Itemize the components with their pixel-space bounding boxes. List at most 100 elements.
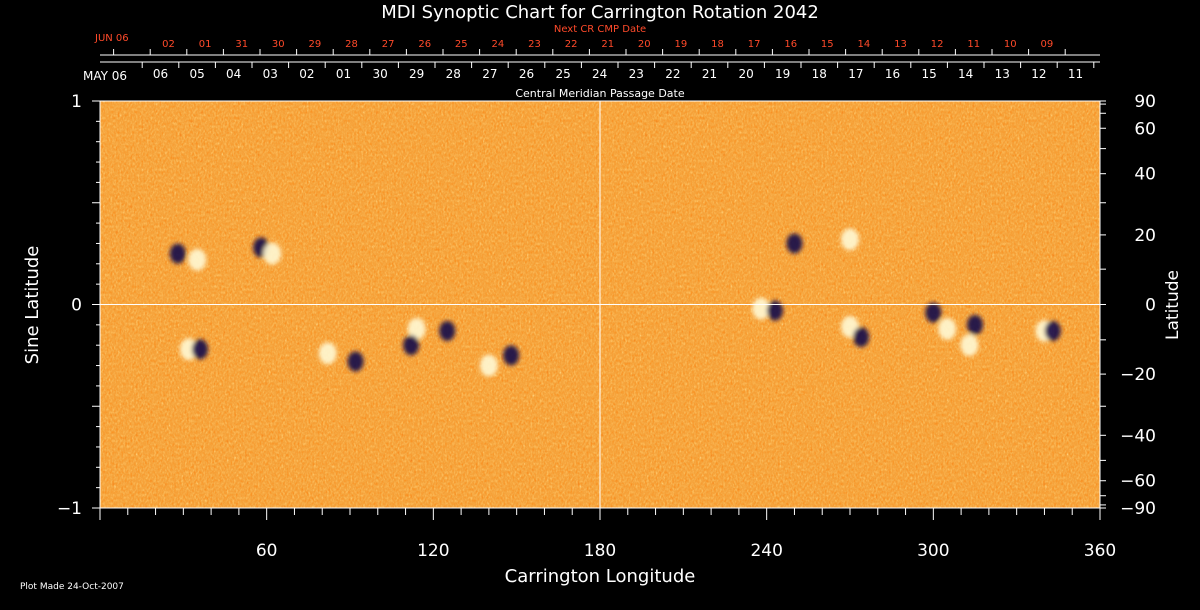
cmp-date-label: 25 — [555, 67, 570, 81]
next-cr-date-label: 17 — [748, 39, 761, 50]
next-cr-date-label: 13 — [894, 39, 907, 50]
cmp-month-label: MAY 06 — [83, 69, 127, 83]
right-axis: 90 60 40 20 0 −20 −40 −60 −90 — [1100, 92, 1156, 519]
right-tick-label: 0 — [1145, 296, 1156, 316]
plot-area — [99, 100, 1101, 509]
next-cr-date-label: 23 — [528, 39, 541, 50]
left-tick-label: 0 — [71, 296, 82, 316]
x-tick-label: 360 — [1084, 541, 1116, 561]
cmp-date-label: 01 — [336, 67, 351, 81]
cmp-date-label: 05 — [189, 67, 204, 81]
cmp-date-label: 17 — [848, 67, 863, 81]
negative-polarity-region — [786, 233, 803, 254]
next-cr-date-label: 10 — [1004, 39, 1017, 50]
right-tick-label: 90 — [1134, 92, 1156, 112]
positive-polarity-region — [263, 242, 282, 265]
cmp-date-label: 04 — [226, 67, 241, 81]
next-cr-date-label: 30 — [272, 39, 285, 50]
left-tick-label: 1 — [71, 92, 82, 112]
cmp-date-label: 03 — [263, 67, 278, 81]
next-cr-date-label: 09 — [1041, 39, 1054, 50]
cmp-date-label: 15 — [921, 67, 936, 81]
negative-polarity-region — [192, 339, 208, 360]
left-tick-label: −1 — [57, 499, 82, 519]
left-axis: −1 0 1 — [57, 92, 100, 519]
next-cr-date-label: 25 — [455, 39, 468, 50]
cmp-date-label: 06 — [153, 67, 168, 81]
positive-polarity-region — [407, 317, 426, 340]
positive-polarity-region — [938, 317, 957, 340]
positive-polarity-region — [960, 334, 979, 357]
y-axis-label-right: Latitude — [1163, 270, 1183, 340]
right-tick-label: −40 — [1120, 426, 1156, 446]
next-cr-date-label: 22 — [565, 39, 578, 50]
next-cr-month-label: JUN 06 — [94, 33, 129, 44]
cmp-date-label: 23 — [629, 67, 644, 81]
negative-polarity-region — [439, 320, 456, 341]
cmp-date-label: 02 — [299, 67, 314, 81]
cmp-date-label: 14 — [958, 67, 973, 81]
x-axis: 60 120 180 240 300 360 — [99, 508, 1116, 561]
positive-polarity-region — [479, 354, 498, 377]
next-cr-axis-label: Next CR CMP Date — [554, 24, 646, 35]
x-tick-label: 120 — [417, 541, 449, 561]
next-cr-date-label: 02 — [162, 39, 175, 50]
negative-polarity-region — [853, 327, 870, 348]
cmp-date-label: 26 — [519, 67, 534, 81]
right-tick-label: −20 — [1120, 365, 1156, 385]
cmp-date-label: 11 — [1068, 67, 1083, 81]
negative-polarity-region — [403, 335, 420, 356]
next-cr-date-label: 12 — [931, 39, 944, 50]
positive-polarity-region — [318, 342, 337, 365]
right-tick-label: 60 — [1134, 119, 1156, 139]
next-cr-date-label: 28 — [345, 39, 358, 50]
cmp-date-label: 16 — [885, 67, 900, 81]
right-tick-label: 40 — [1134, 165, 1156, 185]
cmp-date-label: 19 — [775, 67, 790, 81]
next-cr-date-label: 26 — [418, 39, 431, 50]
active-regions — [169, 228, 1061, 377]
next-cr-date-axis: 02 01 31 30 29 28 27 26 25 24 23 22 21 20 19 18 17 16 15 14… — [100, 39, 1100, 56]
next-cr-date-label: 18 — [711, 39, 724, 50]
cmp-date-label: 22 — [665, 67, 680, 81]
next-cr-date-label: 16 — [784, 39, 797, 50]
negative-polarity-region — [967, 314, 983, 335]
cmp-date-label: 27 — [482, 67, 497, 81]
x-tick-label: 60 — [256, 541, 278, 561]
cmp-date-label: 30 — [372, 67, 387, 81]
chart-title: MDI Synoptic Chart for Carrington Rotati… — [381, 2, 819, 23]
next-cr-date-label: 21 — [601, 39, 614, 50]
y-axis-label-left: Sine Latitude — [22, 246, 43, 365]
positive-polarity-region — [752, 297, 771, 320]
x-tick-label: 300 — [917, 541, 949, 561]
cmp-date-label: 12 — [1031, 67, 1046, 81]
plot-made-note: Plot Made 24-Oct-2007 — [20, 582, 124, 592]
cmp-axis-label: Central Meridian Passage Date — [515, 87, 684, 100]
positive-polarity-region — [841, 228, 859, 251]
next-cr-date-label: 27 — [382, 39, 395, 50]
negative-polarity-region — [767, 300, 783, 321]
positive-polarity-region — [188, 248, 207, 271]
right-tick-label: 20 — [1134, 226, 1156, 246]
negative-polarity-region — [503, 345, 520, 366]
next-cr-date-label: 24 — [492, 39, 505, 50]
x-tick-label: 180 — [584, 541, 616, 561]
cmp-date-label: 18 — [812, 67, 827, 81]
cmp-date-label: 24 — [592, 67, 607, 81]
cmp-date-label: 29 — [409, 67, 424, 81]
negative-polarity-region — [1044, 320, 1061, 341]
cmp-date-label: 21 — [702, 67, 717, 81]
next-cr-date-label: 14 — [858, 39, 871, 50]
cmp-date-label: 20 — [738, 67, 753, 81]
negative-polarity-region — [169, 243, 186, 264]
x-axis-label: Carrington Longitude — [505, 566, 696, 587]
next-cr-date-label: 31 — [235, 39, 248, 50]
next-cr-date-label: 15 — [821, 39, 834, 50]
cmp-date-axis: 06 05 04 03 02 01 30 29 28 27 26 25 24 23 22 21 20 19 18 17… — [100, 61, 1100, 81]
cmp-date-label: 13 — [995, 67, 1010, 81]
right-tick-label: −60 — [1120, 472, 1156, 492]
negative-polarity-region — [347, 351, 364, 372]
cmp-date-label: 28 — [446, 67, 461, 81]
next-cr-date-label: 01 — [199, 39, 212, 50]
